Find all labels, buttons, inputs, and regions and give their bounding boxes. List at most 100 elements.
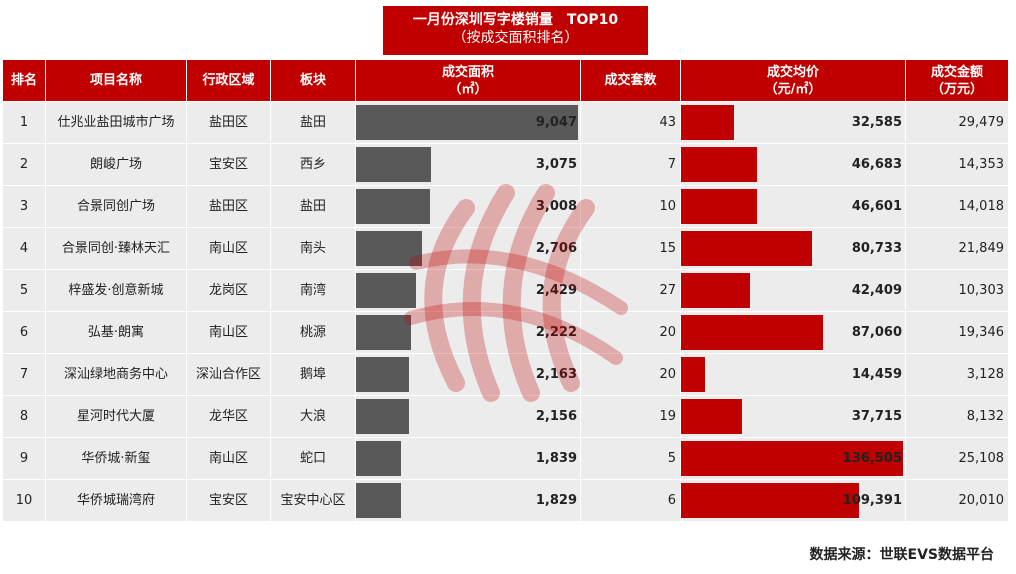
amount-cell: 8,132 — [905, 395, 1009, 438]
chart-title-box: 一月份深圳写字楼销量 TOP10 （按成交面积排名） — [383, 6, 648, 55]
area-bar — [356, 189, 430, 224]
price-value-label: 80,733 — [851, 240, 902, 256]
project-name-cell: 星河时代大厦 — [45, 395, 187, 438]
units-cell: 19 — [580, 395, 681, 438]
project-name-cell: 弘基·朗寓 — [45, 311, 187, 354]
area-bar-cell: 9,047 — [355, 101, 581, 144]
units-cell: 20 — [580, 311, 681, 354]
price-value-label: 42,409 — [851, 282, 902, 298]
area-bar — [356, 441, 402, 476]
block-cell: 大浪 — [270, 395, 356, 438]
units-cell: 5 — [580, 437, 681, 480]
rank-cell: 4 — [2, 227, 46, 270]
table-row: 10 华侨城瑞湾府 宝安区 宝安中心区 1,829 6 109,391 20,010 — [2, 479, 1009, 522]
area-value-label: 3,008 — [535, 198, 577, 214]
price-bar — [681, 189, 757, 224]
district-cell: 盐田区 — [186, 185, 271, 228]
price-bar — [681, 105, 734, 140]
amount-cell: 19,346 — [905, 311, 1009, 354]
table-row: 3 合景同创广场 盐田区 盐田 3,008 10 46,601 14,018 — [2, 185, 1009, 228]
area-bar — [356, 399, 409, 434]
area-bar — [356, 273, 416, 308]
block-cell: 宝安中心区 — [270, 479, 356, 522]
header-project: 项目名称 — [45, 59, 187, 102]
price-value-label: 46,601 — [851, 198, 902, 214]
area-value-label: 2,156 — [535, 408, 577, 424]
rank-cell: 6 — [2, 311, 46, 354]
rank-cell: 3 — [2, 185, 46, 228]
header-price: 成交均价 （元/㎡） — [680, 59, 906, 102]
rank-cell: 5 — [2, 269, 46, 312]
header-area-unit: （㎡） — [448, 81, 488, 97]
price-value-label: 46,683 — [851, 156, 902, 172]
price-bar — [681, 357, 705, 392]
area-value-label: 3,075 — [535, 156, 577, 172]
amount-cell: 29,479 — [905, 101, 1009, 144]
amount-cell: 3,128 — [905, 353, 1009, 396]
table-row: 9 华侨城·新玺 南山区 蛇口 1,839 5 136,505 25,108 — [2, 437, 1009, 480]
area-value-label: 2,163 — [535, 366, 577, 382]
units-cell: 10 — [580, 185, 681, 228]
table-row: 5 梓盛发·创意新城 龙岗区 南湾 2,429 27 42,409 10,303 — [2, 269, 1009, 312]
rank-cell: 10 — [2, 479, 46, 522]
district-cell: 深汕合作区 — [186, 353, 271, 396]
area-value-label: 9,047 — [535, 114, 577, 130]
rank-cell: 1 — [2, 101, 46, 144]
block-cell: 南头 — [270, 227, 356, 270]
area-value-label: 2,706 — [535, 240, 577, 256]
price-bar-cell: 14,459 — [680, 353, 906, 396]
area-bar-cell: 2,156 — [355, 395, 581, 438]
price-bar-cell: 46,601 — [680, 185, 906, 228]
price-bar — [681, 273, 750, 308]
block-cell: 盐田 — [270, 101, 356, 144]
area-bar — [356, 357, 410, 392]
amount-cell: 14,353 — [905, 143, 1009, 186]
area-bar-cell: 2,163 — [355, 353, 581, 396]
price-bar-cell: 136,505 — [680, 437, 906, 480]
district-cell: 龙华区 — [186, 395, 271, 438]
header-area-title: 成交面积 — [441, 64, 494, 80]
header-amount: 成交金额 （万元） — [905, 59, 1009, 102]
data-source-note: 数据来源：世联EVS数据平台 — [809, 547, 994, 563]
price-bar — [681, 399, 743, 434]
table-row: 1 仕兆业盐田城市广场 盐田区 盐田 9,047 43 32,585 29,479 — [2, 101, 1009, 144]
chart-title: 一月份深圳写字楼销量 TOP10 — [412, 12, 619, 28]
price-value-label: 136,505 — [842, 450, 902, 466]
price-bar-cell: 80,733 — [680, 227, 906, 270]
header-block: 板块 — [270, 59, 356, 102]
header-area: 成交面积 （㎡） — [355, 59, 581, 102]
header-price-title: 成交均价 — [766, 64, 819, 80]
header-price-unit: （元/㎡） — [764, 81, 822, 97]
price-bar-cell: 37,715 — [680, 395, 906, 438]
project-name-cell: 合景同创广场 — [45, 185, 187, 228]
area-bar-cell: 1,839 — [355, 437, 581, 480]
district-cell: 宝安区 — [186, 479, 271, 522]
price-value-label: 87,060 — [851, 324, 902, 340]
price-bar-cell: 109,391 — [680, 479, 906, 522]
district-cell: 南山区 — [186, 311, 271, 354]
project-name-cell: 梓盛发·创意新城 — [45, 269, 187, 312]
units-cell: 20 — [580, 353, 681, 396]
price-bar — [681, 441, 903, 476]
units-cell: 7 — [580, 143, 681, 186]
header-row: 排名 项目名称 行政区域 板块 成交面积 （㎡） 成交套数 成交均价 （元/㎡）… — [2, 59, 1009, 102]
block-cell: 盐田 — [270, 185, 356, 228]
amount-cell: 14,018 — [905, 185, 1009, 228]
sales-table: 排名 项目名称 行政区域 板块 成交面积 （㎡） 成交套数 成交均价 （元/㎡）… — [2, 59, 1009, 522]
block-cell: 南湾 — [270, 269, 356, 312]
rank-cell: 7 — [2, 353, 46, 396]
area-bar-cell: 2,222 — [355, 311, 581, 354]
amount-cell: 21,849 — [905, 227, 1009, 270]
district-cell: 南山区 — [186, 437, 271, 480]
area-bar-cell: 2,429 — [355, 269, 581, 312]
rank-cell: 8 — [2, 395, 46, 438]
header-units: 成交套数 — [580, 59, 681, 102]
district-cell: 南山区 — [186, 227, 271, 270]
block-cell: 鹅埠 — [270, 353, 356, 396]
table-row: 2 朗峻广场 宝安区 西乡 3,075 7 46,683 14,353 — [2, 143, 1009, 186]
table-row: 4 合景同创·臻林天汇 南山区 南头 2,706 15 80,733 21,849 — [2, 227, 1009, 270]
price-bar-cell: 87,060 — [680, 311, 906, 354]
price-value-label: 14,459 — [851, 366, 902, 382]
price-bar-cell: 46,683 — [680, 143, 906, 186]
area-bar-cell: 2,706 — [355, 227, 581, 270]
